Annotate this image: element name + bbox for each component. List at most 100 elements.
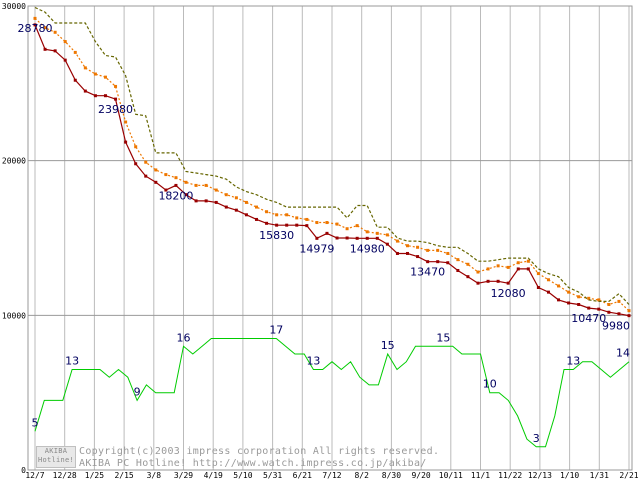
data-point [617,312,621,316]
data-point [476,270,480,274]
data-point [577,295,581,299]
data-label: 5 [32,416,39,429]
data-label: 15830 [259,229,294,242]
data-point [224,205,228,209]
data-point [144,174,148,178]
data-label: 9980 [602,320,630,333]
grid [27,5,633,471]
copyright-line: Copyright(c)2003 impress corporation All… [79,446,440,457]
x-tick-label: 1/25 [85,471,104,480]
data-point [546,290,550,294]
data-labels: 28780 23980 18200 15830 14979 14980 13470 12080… [18,22,631,445]
data-point [557,284,561,288]
data-point [234,196,238,200]
data-point [476,281,480,285]
data-point [214,200,218,204]
x-tick-label: 1/10 [560,471,579,480]
data-point [103,75,107,79]
data-point [557,298,561,302]
data-point [395,251,399,255]
data-point [73,50,77,54]
data-point [285,213,289,217]
data-point [436,248,440,252]
x-tick-label: 11/1 [471,471,490,480]
data-point [355,224,359,228]
data-point [456,268,460,272]
data-point [275,223,279,227]
data-point [73,78,77,82]
x-tick-label: 1/31 [590,471,609,480]
data-point [416,255,420,259]
x-tick-label: 9/20 [411,471,430,480]
data-label: 13 [306,354,320,367]
data-point [214,188,218,192]
data-point [355,236,359,240]
data-point [587,296,591,300]
data-point [607,310,611,314]
data-point [335,222,339,226]
data-point [305,217,309,221]
data-point [93,94,97,98]
data-label: 13 [566,354,580,367]
data-point [466,275,470,279]
data-point [577,303,581,307]
x-tick-label: 12/28 [53,471,77,480]
x-tick-label: 11/22 [498,471,522,480]
data-point [265,210,269,214]
series-line-avg-price [34,17,630,312]
data-point [63,40,67,44]
data-point [567,301,571,305]
y-tick-label: 0 [21,466,26,475]
data-point [526,259,530,263]
data-point [365,236,369,240]
data-label: 12080 [491,287,526,300]
x-tick-label: 6/21 [293,471,312,480]
data-point [53,30,57,34]
data-label: 10 [483,378,497,391]
data-point [305,224,309,228]
data-point [325,221,329,225]
data-point [567,290,571,294]
y-tick-label: 20000 [2,157,26,166]
data-point [335,236,339,240]
data-point [93,72,97,76]
x-tick-label: 4/19 [204,471,223,480]
data-point [345,227,349,231]
data-point [446,261,450,265]
data-point [375,236,379,240]
data-point [204,183,208,187]
data-point [43,26,47,30]
data-point [617,299,621,303]
data-point [597,307,601,311]
data-point [506,281,510,285]
data-label: 3 [533,432,540,445]
data-label: 15 [381,339,395,352]
data-label: 14979 [299,242,334,255]
data-point [315,221,319,225]
x-tick-label: 12/7 [25,471,44,480]
series [33,6,631,448]
data-point [33,23,37,27]
data-label: 9 [134,385,141,398]
x-tick-label: 7/12 [322,471,341,480]
data-point [295,223,299,227]
data-point [496,279,500,283]
data-label: 13 [65,354,79,367]
copyright-notice: AKIBA Hotline!Copyright(c)2003 impress co… [36,446,556,470]
data-point [134,162,138,166]
data-point [546,278,550,282]
data-point [114,84,118,88]
data-point [234,208,238,212]
data-point [486,279,490,283]
x-tick-label: 12/13 [528,471,552,480]
data-label: 15 [436,331,450,344]
data-point [194,199,198,203]
data-point [154,180,158,184]
data-point [426,260,430,264]
series-line-shop-count [34,338,630,448]
data-point [244,200,248,204]
data-point [395,239,399,243]
data-point [224,193,228,197]
data-point [174,176,178,180]
